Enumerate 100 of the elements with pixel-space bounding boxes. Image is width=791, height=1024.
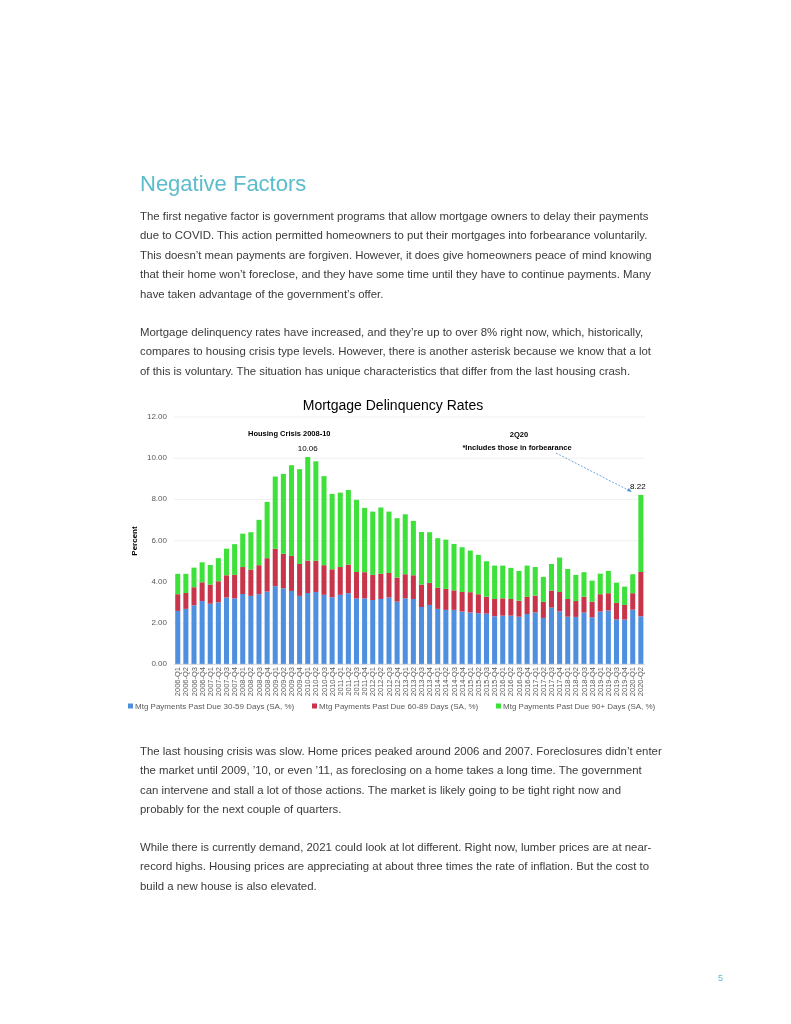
bar [288, 465, 295, 556]
bar [240, 533, 246, 568]
y-tick-label: 10.00 [146, 453, 168, 463]
bar [548, 607, 554, 665]
bar [427, 604, 433, 665]
bar [548, 563, 554, 591]
bar [207, 564, 213, 585]
bar [605, 610, 611, 665]
bar [394, 518, 400, 578]
y-tick-label: 0.00 [151, 659, 168, 669]
bar [581, 572, 587, 597]
bar [305, 456, 311, 561]
bar [540, 617, 546, 665]
bar [378, 573, 384, 599]
bar [288, 590, 295, 665]
bar [223, 597, 230, 665]
bar [313, 560, 319, 592]
bar [394, 577, 400, 602]
bar [321, 565, 327, 595]
bar [256, 519, 262, 566]
bar [248, 595, 254, 665]
bar [622, 604, 628, 620]
bar [297, 563, 303, 596]
bar [345, 564, 351, 594]
bar [223, 548, 230, 576]
bar [329, 597, 335, 665]
text: The last housing crisis was slow. Home prices peaked around 2006 and 2007. Foreclosures didn’t enter the market until 2009, ’10, or even ’11, as foreclosing on a home takes a long time. The government can intervene and stall a lot of those actions. The market is likely going to be tight right now and probably for the next couple of quarters. [140, 744, 662, 818]
bar [492, 598, 498, 617]
bar [475, 594, 481, 614]
bar [175, 573, 181, 595]
annotation: 8.22 [630, 481, 647, 491]
bar [532, 567, 538, 596]
bar [532, 612, 538, 665]
bar [215, 602, 221, 665]
bar [557, 611, 563, 665]
bar [516, 570, 522, 601]
bar [329, 493, 335, 570]
bar [435, 587, 441, 609]
bar [337, 492, 343, 568]
bar [175, 610, 181, 665]
bar [183, 608, 189, 665]
bar [394, 601, 400, 665]
bar [565, 568, 571, 599]
bar [540, 576, 546, 602]
y-tick-label: 6.00 [151, 535, 168, 545]
bar [622, 586, 628, 605]
bar [630, 593, 636, 610]
bar [370, 511, 376, 575]
bar [451, 590, 457, 610]
y-tick-label: 2.00 [151, 618, 168, 628]
bar [305, 593, 311, 665]
bar [410, 598, 416, 665]
bar [435, 538, 441, 588]
bar [199, 582, 205, 602]
y-axis-title: Percent [130, 526, 139, 556]
bar [215, 581, 221, 603]
bar [467, 612, 473, 665]
bar [443, 539, 449, 589]
bar [280, 588, 286, 665]
bar [370, 574, 376, 600]
bar [240, 567, 246, 595]
y-tick-label: 8.00 [151, 494, 168, 504]
bar [589, 601, 595, 618]
bar [215, 558, 221, 582]
bar [264, 558, 270, 592]
bar [589, 617, 595, 665]
bar [345, 489, 351, 565]
bar [313, 591, 319, 665]
bar [264, 501, 270, 559]
bar [483, 596, 489, 614]
annotation: 10.06 [297, 443, 319, 453]
bar [451, 609, 457, 665]
bar [272, 586, 278, 665]
bar [321, 594, 327, 665]
bar [573, 574, 579, 602]
bar [256, 594, 262, 665]
bar [337, 567, 343, 595]
bar [223, 575, 230, 598]
bar [492, 565, 498, 599]
bar [638, 616, 644, 665]
bar [386, 573, 392, 598]
bar [427, 582, 433, 605]
bar [524, 614, 530, 665]
bar [613, 602, 619, 620]
bar [483, 613, 489, 665]
bar [183, 573, 189, 593]
bar [508, 615, 514, 665]
bar [402, 598, 408, 665]
bar [370, 600, 376, 665]
bar [248, 569, 254, 596]
bar [362, 572, 368, 599]
bar [378, 598, 384, 665]
bar [573, 616, 579, 665]
bar [207, 603, 213, 665]
bar [337, 594, 343, 665]
bar [288, 555, 295, 591]
bar [500, 565, 506, 599]
bar [622, 619, 628, 665]
bar [475, 554, 481, 595]
text: The first negative factor is government programs that allow mortgage owners to delay their payments due to COVID. This action permitted homeowners to put their mortgages into forbearance voluntarily. This doesn’t mean payments are forgiven. However, it does give homeowners peace of mind knowing that their home won’t foreclose, and they have some time until they have to continue payments. Many have taken advantage of the government’s offer. [140, 209, 653, 302]
